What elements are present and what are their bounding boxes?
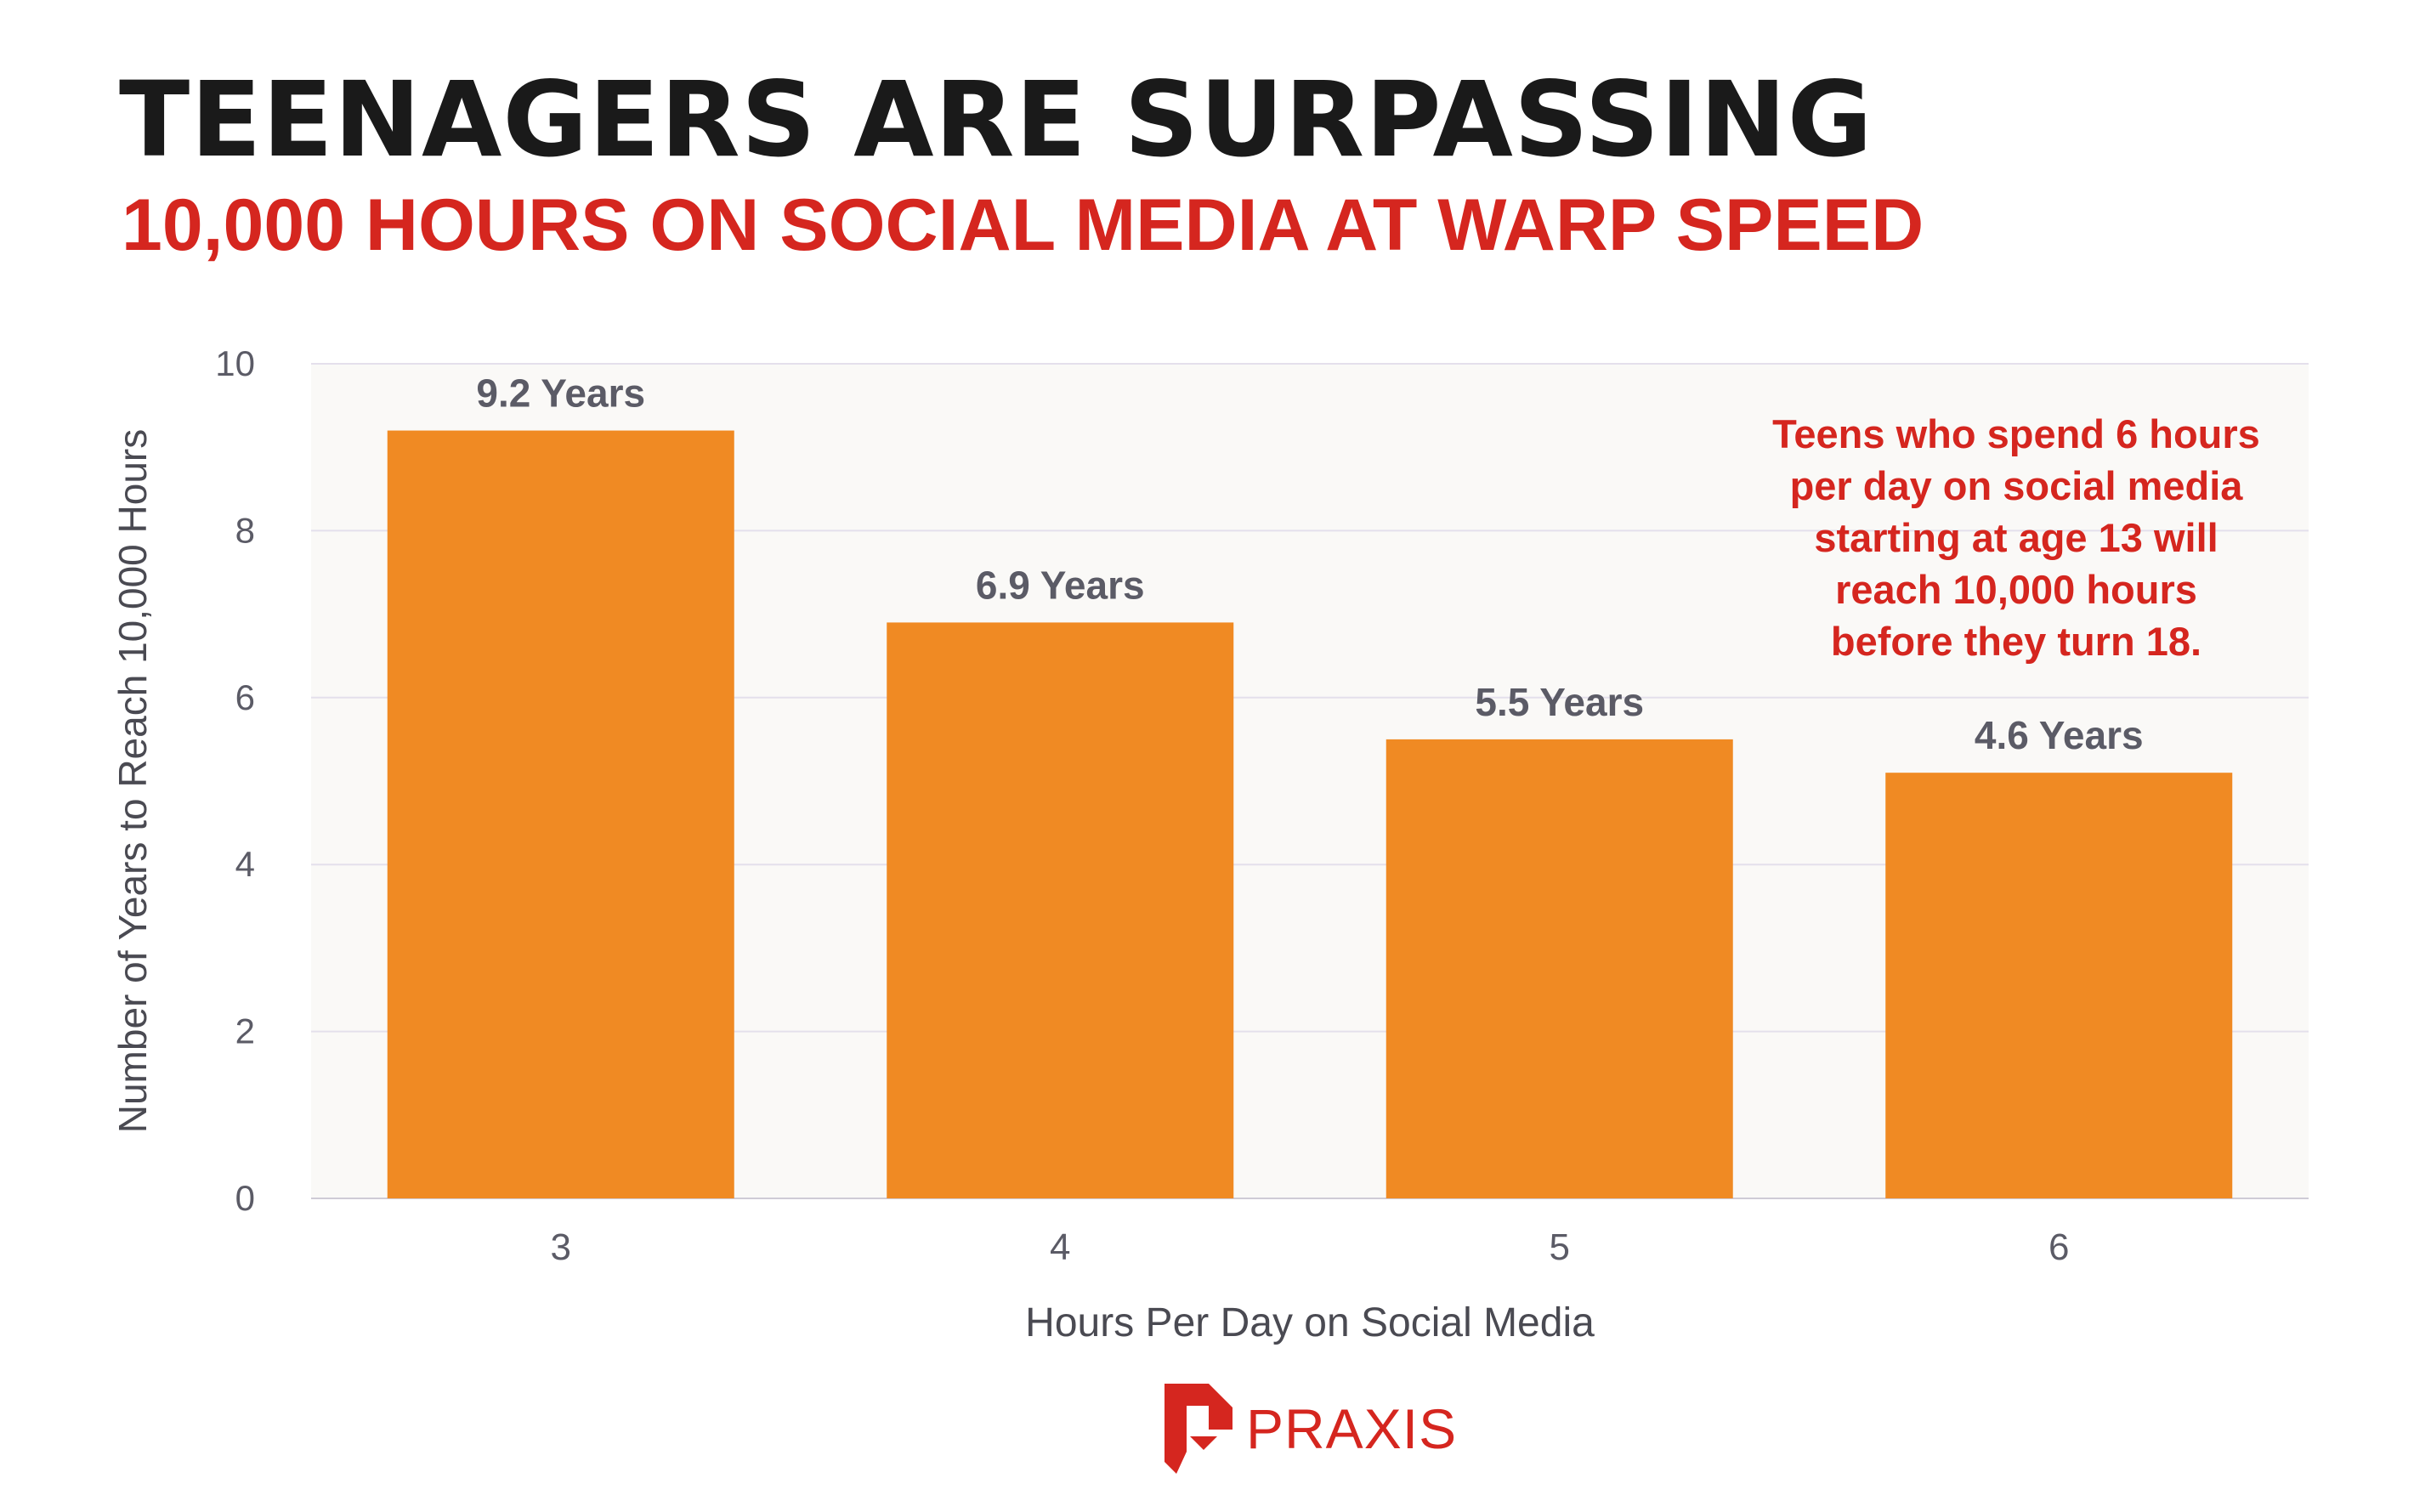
x-tick-label: 4: [1050, 1226, 1070, 1268]
annotation-line: starting at age 13 will: [1814, 515, 2218, 560]
x-tick-label: 5: [1550, 1226, 1570, 1268]
annotation-line: Teens who spend 6 hours: [1772, 411, 2260, 456]
annotation-line: reach 10,000 hours: [1835, 567, 2197, 612]
bar-data-label: 9.2 Years: [476, 371, 645, 416]
x-tick-label: 6: [2048, 1226, 2069, 1268]
praxis-p-logo-icon: [1164, 1384, 1232, 1474]
bar: [387, 430, 734, 1198]
bar: [887, 622, 1234, 1198]
y-tick-label: 4: [235, 844, 255, 884]
praxis-logo: PRAXIS: [1164, 1384, 1457, 1474]
y-tick-label: 2: [235, 1011, 255, 1051]
bar: [1885, 773, 2233, 1198]
bar: [1386, 739, 1733, 1198]
bar-data-label: 4.6 Years: [1975, 713, 2144, 757]
x-tick-label: 3: [551, 1226, 571, 1268]
y-tick-label: 0: [235, 1178, 255, 1218]
page-title: TEENAGERS ARE SURPASSING: [119, 59, 1873, 180]
y-axis-title: Number of Years to Reach 10,000 Hours: [110, 429, 155, 1134]
y-tick-label: 6: [235, 677, 255, 717]
bar-data-label: 6.9 Years: [976, 563, 1145, 607]
y-tick-label: 8: [235, 510, 255, 550]
annotation-line: per day on social media: [1790, 463, 2244, 508]
page-subtitle: 10,000 HOURS ON SOCIAL MEDIA AT WARP SPE…: [122, 184, 1924, 266]
x-axis-title: Hours Per Day on Social Media: [1025, 1300, 1595, 1345]
annotation-line: before they turn 18.: [1831, 619, 2202, 664]
bar-data-label: 5.5 Years: [1475, 680, 1644, 724]
logo-text: PRAXIS: [1246, 1397, 1458, 1460]
y-tick-label: 10: [215, 343, 255, 383]
